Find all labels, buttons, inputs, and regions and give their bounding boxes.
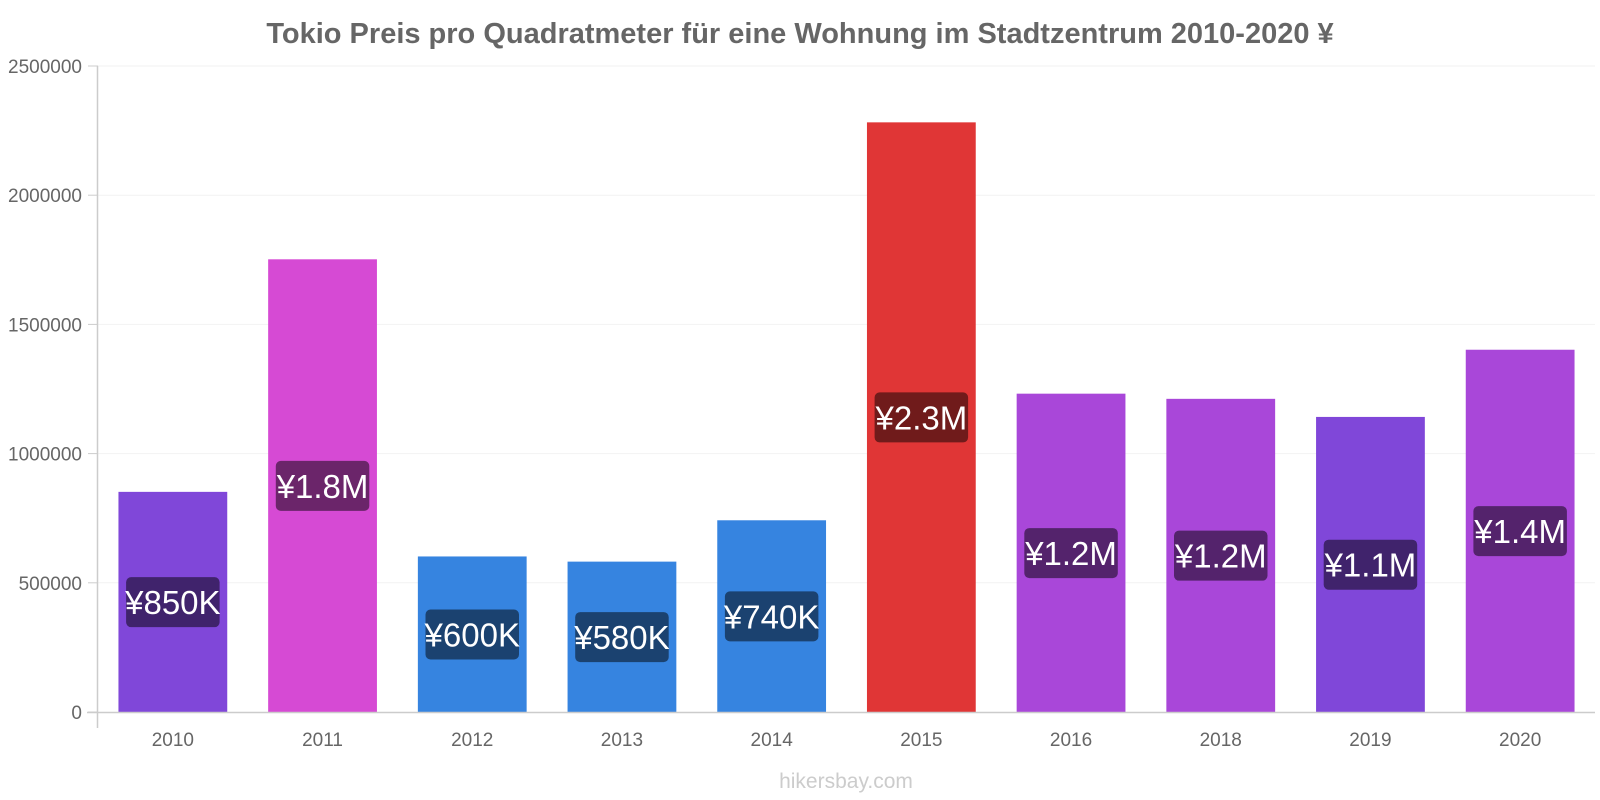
data-label-background xyxy=(1174,530,1268,581)
data-label-background xyxy=(575,612,669,663)
data-label-background xyxy=(874,392,969,443)
y-tick-label: 2000000 xyxy=(8,186,82,207)
data-label: ¥2.3M xyxy=(874,399,967,436)
data-label-background xyxy=(1024,528,1118,579)
data-label-background xyxy=(425,609,519,660)
data-label: ¥1.4M xyxy=(1473,513,1566,550)
data-label: ¥1.1M xyxy=(1324,547,1417,584)
x-tick-label: 2020 xyxy=(1499,730,1541,751)
data-label: ¥600K xyxy=(424,616,520,653)
x-tick-label: 2011 xyxy=(302,730,343,751)
x-tick-label: 2013 xyxy=(601,730,643,751)
x-axis-ticks: 2010 2011 2012 2013 2014 2015 2016 2018 2019 2020 xyxy=(152,730,1542,751)
data-label: ¥1.2M xyxy=(1174,538,1267,575)
data-label: ¥740K xyxy=(723,598,819,635)
y-tick-label: 1000000 xyxy=(8,445,82,466)
x-tick-label: 2012 xyxy=(451,730,493,751)
y-tick-label: 0 xyxy=(71,703,82,724)
y-tick-label: 2500000 xyxy=(8,57,82,78)
x-tick-label: 2015 xyxy=(900,730,942,751)
data-label-background xyxy=(1323,539,1418,590)
data-labels: ¥850K ¥1.8M ¥600K ¥580K ¥740K ¥2.3M ¥1.2M ¥1.2M… xyxy=(124,392,1567,663)
data-label: ¥850K xyxy=(124,584,220,621)
data-label: ¥1.8M xyxy=(276,468,369,505)
data-label: ¥1.2M xyxy=(1024,535,1117,572)
x-tick-label: 2016 xyxy=(1050,730,1092,751)
y-tick-label: 1500000 xyxy=(8,315,82,336)
x-tick-label: 2010 xyxy=(152,730,194,751)
data-label-background xyxy=(275,460,370,511)
x-tick-label: 2014 xyxy=(751,730,794,751)
axes xyxy=(87,66,1595,728)
y-axis-ticks: 0 500000 1000000 1500000 2000000 2500000 xyxy=(8,57,98,724)
chart-title: Tokio Preis pro Quadratmeter für eine Wo… xyxy=(266,18,1333,50)
watermark: hikersbay.com xyxy=(779,770,913,793)
data-label-background xyxy=(126,577,220,628)
bars xyxy=(118,122,1575,713)
x-tick-label: 2019 xyxy=(1349,730,1391,751)
x-tick-label: 2018 xyxy=(1200,730,1242,751)
y-tick-label: 500000 xyxy=(19,574,82,595)
data-label-background xyxy=(1473,506,1567,557)
data-label: ¥580K xyxy=(573,619,669,656)
data-label-background xyxy=(724,591,819,642)
